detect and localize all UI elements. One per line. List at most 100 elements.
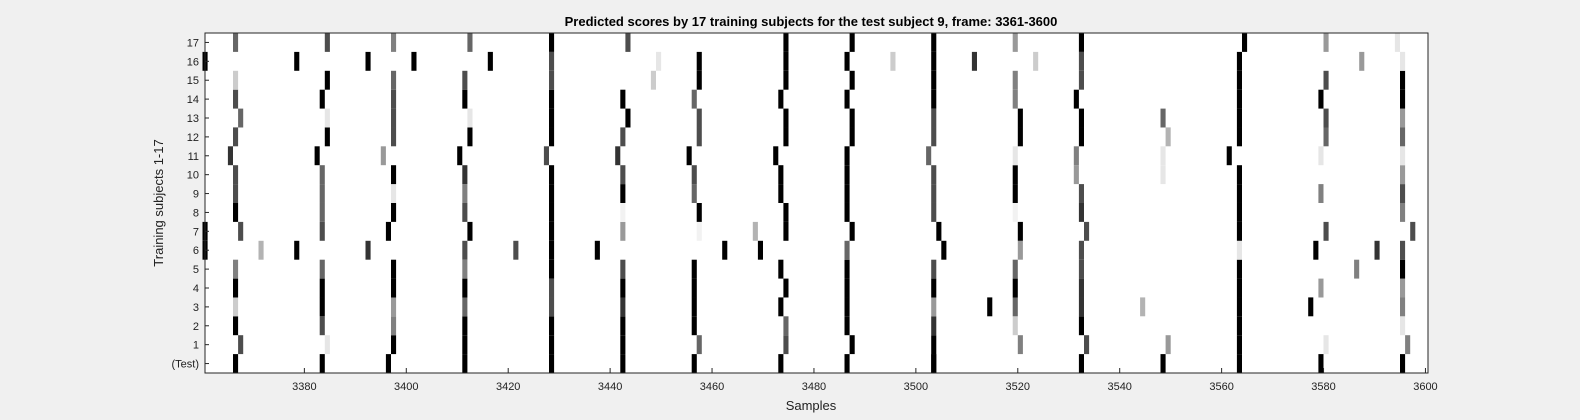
heatmap-cell xyxy=(549,203,555,222)
heatmap-cell xyxy=(783,316,789,336)
heatmap-cell xyxy=(467,108,473,128)
heatmap-cell xyxy=(778,184,784,203)
heatmap-cell xyxy=(1405,335,1411,355)
heatmap-cell xyxy=(752,221,758,241)
heatmap-cell xyxy=(696,70,702,90)
heatmap-cell xyxy=(238,108,244,128)
heatmap-cell xyxy=(783,70,789,90)
heatmap-cell xyxy=(778,165,784,185)
heatmap-cell xyxy=(1033,51,1039,71)
heatmap-cell xyxy=(1236,278,1242,298)
heatmap-cell xyxy=(620,221,626,241)
heatmap-cell xyxy=(849,33,855,52)
heatmap-cell xyxy=(696,108,702,128)
heatmap-cell xyxy=(686,146,692,166)
heatmap-cell xyxy=(691,165,697,185)
heatmap-cell xyxy=(931,51,937,71)
heatmap-cell xyxy=(620,297,626,317)
heatmap-cell xyxy=(1165,127,1171,147)
heatmap-cell xyxy=(1236,240,1242,260)
heatmap-cell xyxy=(1078,297,1084,317)
heatmap-cell xyxy=(844,146,850,166)
heatmap-cell xyxy=(1078,108,1084,128)
heatmap-cell xyxy=(849,221,855,241)
heatmap-cell xyxy=(1323,70,1329,90)
heatmap-cell xyxy=(931,89,937,109)
heatmap-cell xyxy=(691,259,697,279)
heatmap-cell xyxy=(931,259,937,279)
heatmap-cell xyxy=(620,259,626,279)
heatmap-cell xyxy=(620,354,626,373)
heatmap-cell xyxy=(1012,297,1018,317)
heatmap-cell xyxy=(691,89,697,109)
heatmap-cell xyxy=(625,108,631,128)
heatmap-cell xyxy=(1078,259,1084,279)
heatmap-cell xyxy=(549,297,555,317)
heatmap-cell xyxy=(233,184,239,203)
x-tick-label: 3520 xyxy=(1006,381,1030,393)
heatmap-cell xyxy=(931,184,937,203)
heatmap-cell xyxy=(1226,146,1232,166)
heatmap-cell xyxy=(1236,165,1242,185)
heatmap-cell xyxy=(1400,146,1406,166)
heatmap-cell xyxy=(391,335,397,355)
heatmap-cell xyxy=(783,51,789,71)
heatmap-cell xyxy=(620,203,626,222)
heatmap-cell xyxy=(1084,335,1090,355)
heatmap-cell xyxy=(1236,108,1242,128)
y-tick-label: 6 xyxy=(193,245,199,257)
heatmap-cell xyxy=(1359,51,1365,71)
heatmap-cell xyxy=(1236,89,1242,109)
heatmap-cell xyxy=(1012,89,1018,109)
heatmap-cell xyxy=(391,203,397,222)
heatmap-cell xyxy=(1078,184,1084,203)
heatmap-cell xyxy=(1012,70,1018,90)
heatmap-cell xyxy=(783,335,789,355)
x-tick-label: 3380 xyxy=(292,381,316,393)
heatmap-cell xyxy=(931,165,937,185)
heatmap-cell xyxy=(391,127,397,147)
heatmap-cell xyxy=(513,240,519,260)
heatmap-cell xyxy=(1078,203,1084,222)
heatmap-cell xyxy=(1017,127,1023,147)
heatmap-cell xyxy=(549,165,555,185)
heatmap-cell xyxy=(1318,146,1324,166)
heatmap-cell xyxy=(1318,278,1324,298)
heatmap-cell xyxy=(1323,33,1329,52)
heatmap-cell xyxy=(722,240,728,260)
heatmap-cell xyxy=(324,335,330,355)
heatmap-cell xyxy=(1078,70,1084,90)
heatmap-cell xyxy=(931,127,937,147)
heatmap-cell xyxy=(462,335,468,355)
heatmap-cell xyxy=(233,70,239,90)
heatmap-cell xyxy=(319,165,325,185)
heatmap-cell xyxy=(1400,259,1406,279)
heatmap-cell xyxy=(849,335,855,355)
heatmap-cell xyxy=(1236,221,1242,241)
heatmap-cell xyxy=(844,354,850,373)
heatmap-cell xyxy=(1012,203,1018,222)
heatmap-cell xyxy=(380,146,386,166)
heatmap-cell xyxy=(391,108,397,128)
heatmap-cell xyxy=(1012,33,1018,52)
heatmap-cell xyxy=(931,316,937,336)
heatmap-cell xyxy=(549,108,555,128)
heatmap-cell xyxy=(971,51,977,71)
heatmap-cell xyxy=(319,278,325,298)
heatmap-cell xyxy=(1323,335,1329,355)
y-tick-label: 17 xyxy=(187,37,199,49)
y-tick-label: 16 xyxy=(187,56,199,68)
heatmap-cell xyxy=(391,184,397,203)
x-tick-label: 3580 xyxy=(1311,381,1335,393)
x-tick-label: 3400 xyxy=(394,381,418,393)
heatmap-cell xyxy=(549,127,555,147)
heatmap-cell xyxy=(411,51,417,71)
heatmap-cell xyxy=(844,165,850,185)
heatmap-cell xyxy=(233,259,239,279)
heatmap-cell xyxy=(549,33,555,52)
heatmap-cell xyxy=(691,354,697,373)
heatmap-cell xyxy=(1078,278,1084,298)
heatmap-cell xyxy=(1410,221,1416,241)
heatmap-cell xyxy=(1140,297,1146,317)
